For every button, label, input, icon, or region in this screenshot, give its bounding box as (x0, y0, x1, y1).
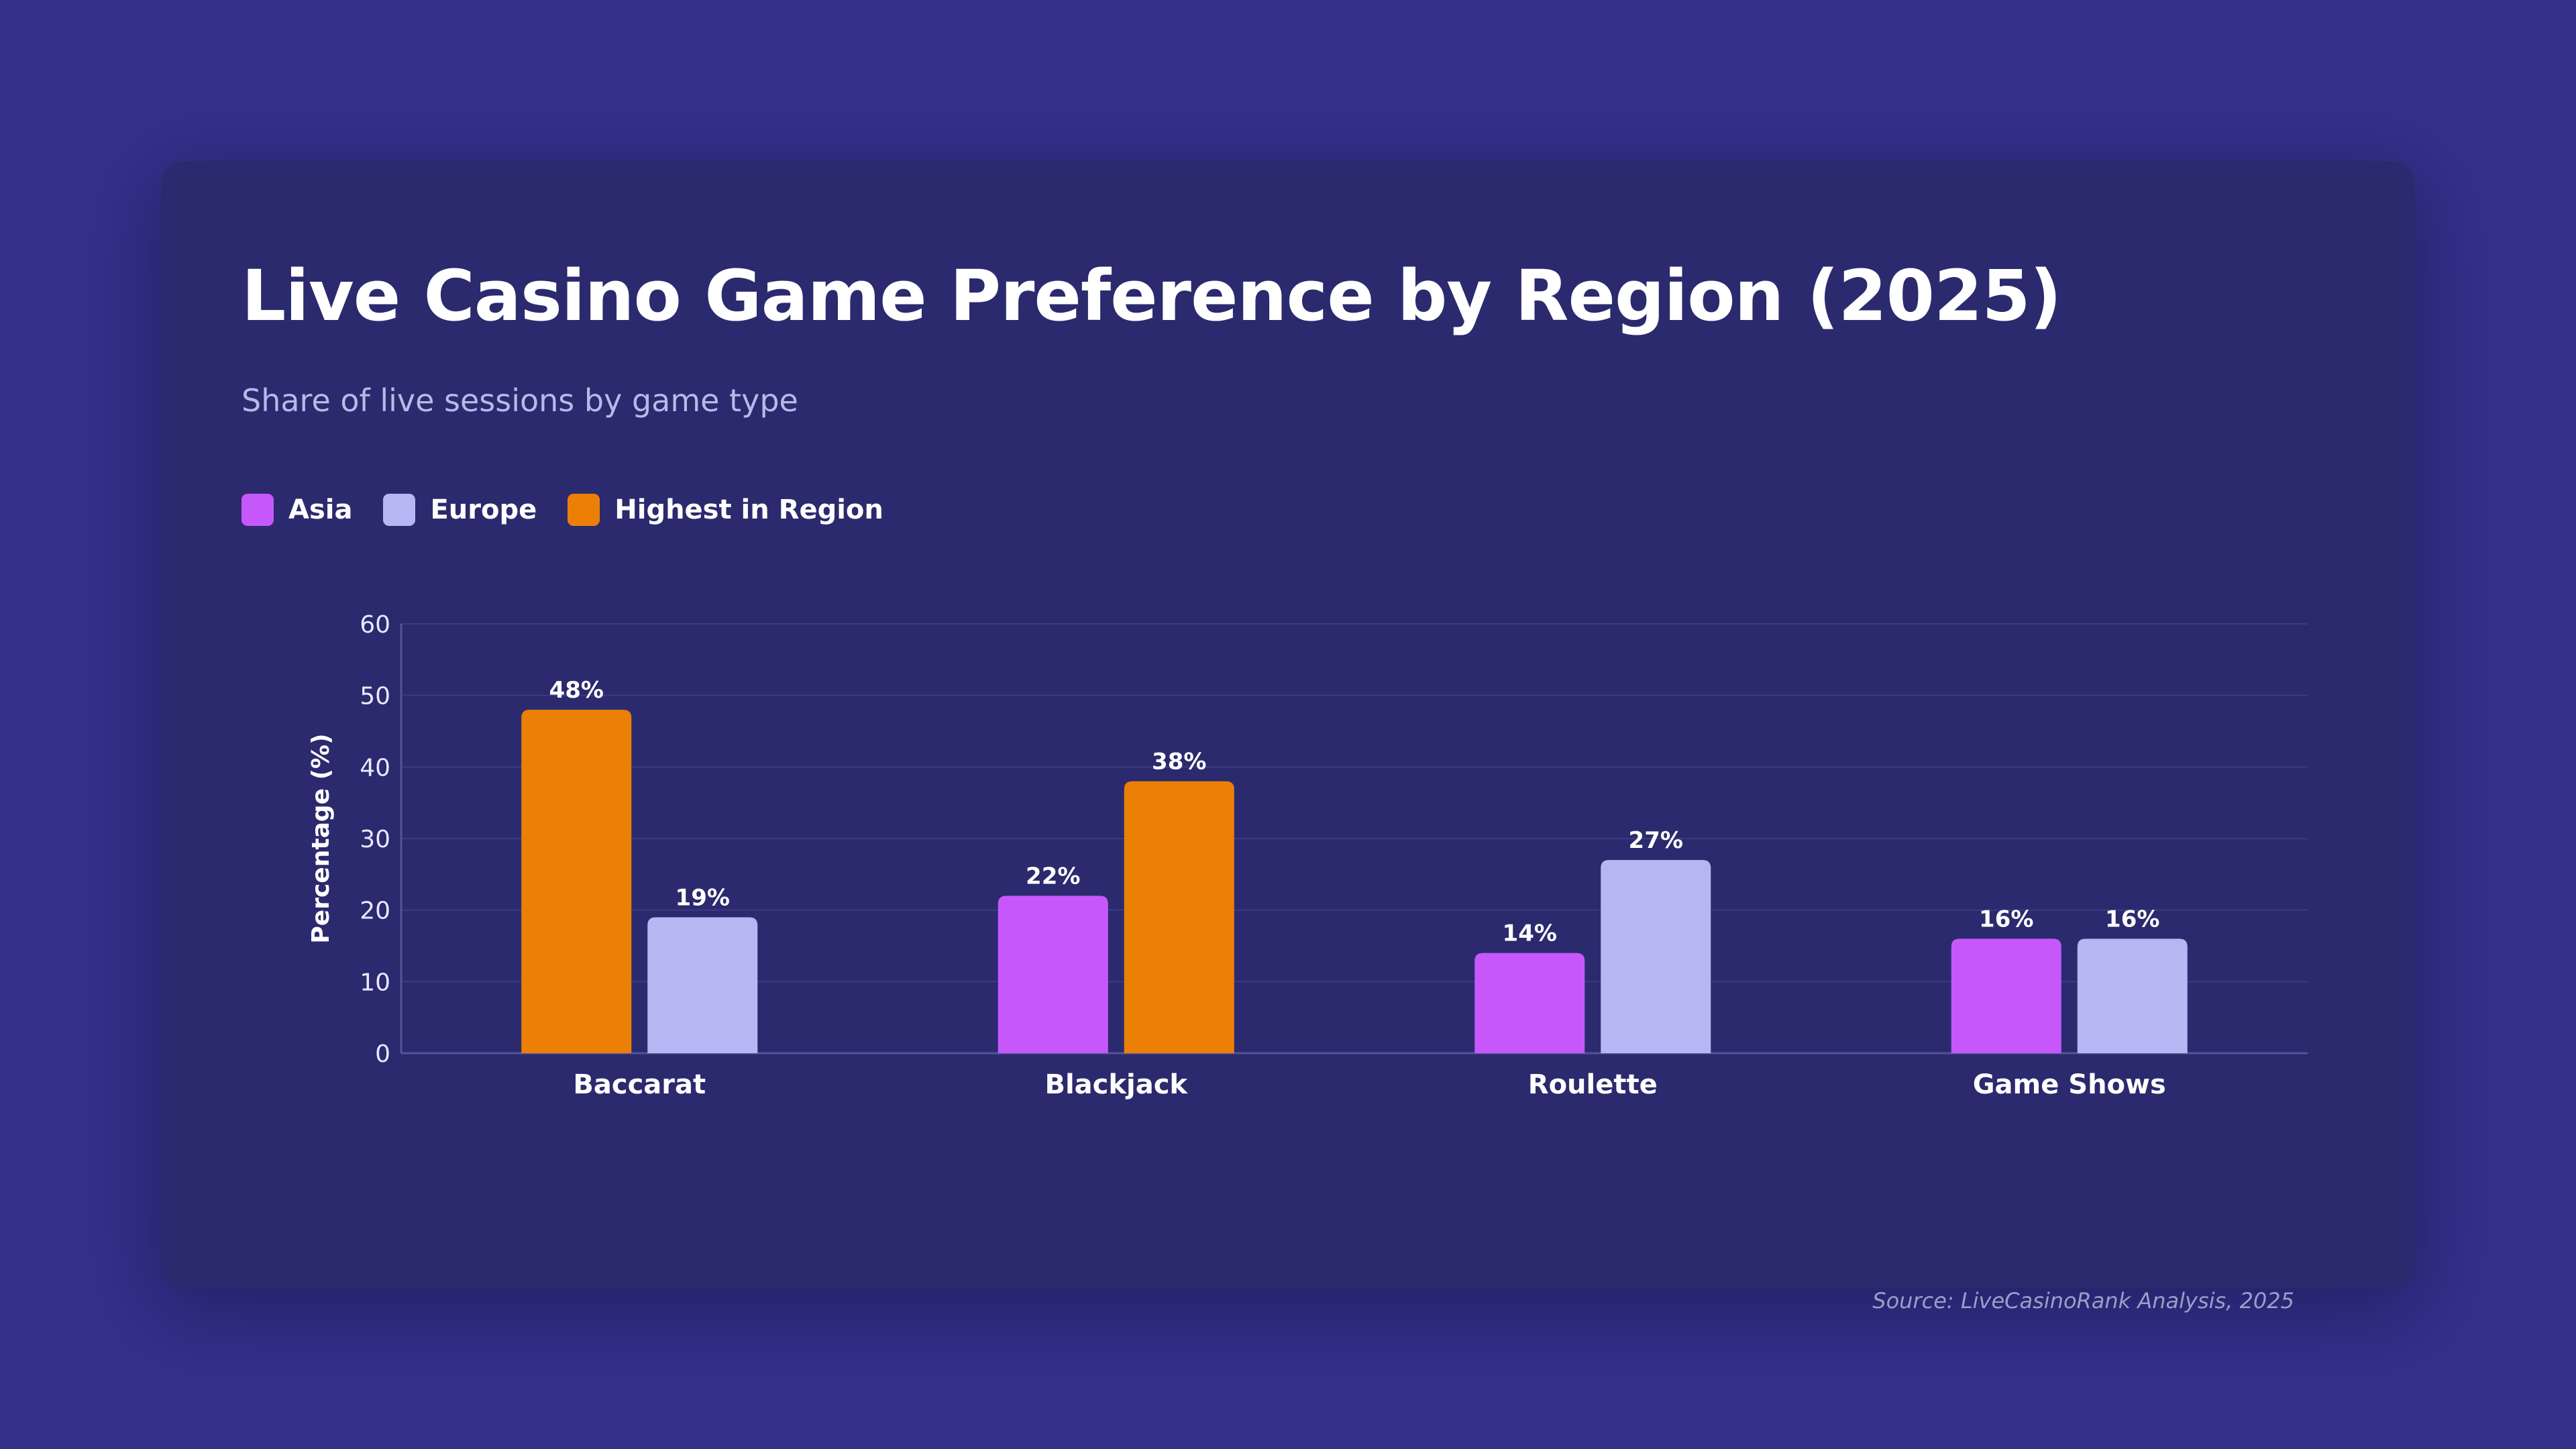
legend-swatch-asia (241, 494, 274, 526)
data-label-baccarat-europe: 19% (676, 884, 730, 911)
data-label-blackjack-europe: 38% (1152, 749, 1206, 775)
data-label-roulette-europe: 27% (1629, 827, 1683, 854)
data-label-baccarat-asia: 48% (549, 677, 604, 704)
data-label-roulette-asia: 14% (1503, 920, 1557, 947)
legend-swatch-europe (383, 494, 416, 526)
data-label-game-shows-europe: 16% (2105, 906, 2159, 932)
legend-swatch-highest (568, 494, 600, 526)
legend-item-europe: Europe (383, 494, 537, 526)
y-tick-label-60: 60 (360, 611, 390, 639)
chart-legend: Asia Europe Highest in Region (241, 490, 914, 530)
legend-label-asia: Asia (288, 494, 353, 525)
y-tick-label-30: 30 (360, 826, 390, 853)
bar-roulette-europe (1601, 860, 1711, 1053)
x-tick-label-baccarat: Baccarat (573, 1069, 706, 1100)
bar-blackjack-europe (1124, 781, 1234, 1053)
source-note: Source: LiveCasinoRank Analysis, 2025 (1872, 1288, 2294, 1313)
legend-item-highest: Highest in Region (568, 494, 883, 526)
chart-subtitle: Share of live sessions by game type (241, 382, 798, 419)
y-tick-label-10: 10 (360, 969, 390, 996)
bar-roulette-asia (1474, 953, 1585, 1053)
bar-game-shows-europe (2077, 938, 2188, 1053)
legend-label-highest: Highest in Region (614, 494, 883, 525)
x-tick-label-blackjack: Blackjack (1044, 1069, 1188, 1100)
legend-label-europe: Europe (430, 494, 537, 525)
y-tick-label-0: 0 (375, 1040, 390, 1068)
y-tick-label-20: 20 (360, 898, 390, 925)
bar-chart: 0 10 20 30 40 50 60 Percentage (%) 48% 19% Baccara… (307, 611, 2308, 1100)
y-tick-label-40: 40 (360, 754, 390, 782)
bar-baccarat-europe (647, 917, 758, 1053)
y-axis-title: Percentage (%) (307, 733, 335, 943)
chart-card: Live Casino Game Preference by Region (2… (161, 161, 2415, 1288)
bar-blackjack-asia (998, 896, 1108, 1053)
bar-baccarat-asia (521, 710, 632, 1053)
legend-item-asia: Asia (241, 494, 352, 526)
chart-title: Live Casino Game Preference by Region (2… (241, 255, 2061, 337)
data-label-game-shows-asia: 16% (1979, 906, 2033, 932)
data-label-blackjack-asia: 22% (1026, 863, 1080, 890)
bar-game-shows-asia (1951, 938, 2061, 1053)
x-tick-label-game-shows: Game Shows (1973, 1069, 2166, 1100)
y-tick-label-50: 50 (360, 683, 390, 710)
x-tick-label-roulette: Roulette (1528, 1069, 1658, 1100)
